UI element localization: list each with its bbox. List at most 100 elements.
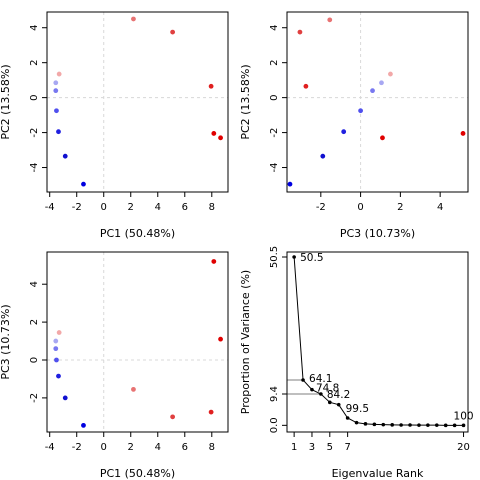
data-point bbox=[131, 386, 136, 392]
x-tick-label: 6 bbox=[182, 202, 188, 213]
data-point bbox=[53, 338, 59, 344]
data-point bbox=[354, 420, 359, 425]
y-axis-title: PC3 (10.73%) bbox=[0, 304, 12, 379]
y-tick-label: 2 bbox=[29, 319, 40, 325]
data-point bbox=[327, 400, 332, 405]
y-tick-label: 2 bbox=[269, 59, 280, 65]
x-tick-label: 2 bbox=[128, 442, 134, 453]
plot-frame bbox=[46, 251, 229, 433]
panel-1: -4 -2 0 2 4 6 8 -4 -2 0 2 4 PC1 (50.48%) PC2 (13.58%) bbox=[0, 11, 229, 240]
x-tick-label: -4 bbox=[45, 442, 55, 453]
x-axis-title: Eigenvalue Rank bbox=[332, 467, 424, 480]
data-point bbox=[56, 129, 61, 135]
y-tick-label: -4 bbox=[269, 163, 280, 173]
x-tick-label: 4 bbox=[437, 202, 443, 213]
data-point bbox=[208, 83, 214, 89]
x-tick-label: 4 bbox=[155, 442, 161, 453]
data-label: 99.5 bbox=[346, 403, 369, 415]
y-tick-label: -2 bbox=[269, 128, 280, 138]
data-point bbox=[381, 422, 386, 427]
data-point bbox=[62, 395, 68, 401]
data-point bbox=[370, 88, 375, 94]
data-point bbox=[297, 29, 303, 35]
data-point bbox=[380, 135, 385, 141]
data-point bbox=[372, 422, 377, 427]
data-point bbox=[54, 357, 59, 363]
y-tick-label: 50.5 bbox=[269, 246, 280, 268]
data-point bbox=[408, 423, 412, 427]
data-point bbox=[170, 29, 176, 35]
y-axis-title: PC2 (13.58%) bbox=[239, 64, 252, 139]
x-tick-label: 7 bbox=[344, 442, 350, 453]
x-tick-label: -4 bbox=[45, 202, 55, 213]
data-label: 84.2 bbox=[327, 389, 350, 401]
data-point bbox=[460, 131, 466, 136]
x-tick-label: 8 bbox=[209, 442, 215, 453]
data-point bbox=[399, 423, 403, 427]
data-point bbox=[53, 80, 59, 86]
data-point bbox=[211, 259, 217, 264]
x-tick-label: -2 bbox=[316, 202, 326, 213]
plot-frame bbox=[286, 11, 469, 193]
y-tick-label: 0 bbox=[29, 94, 40, 100]
x-tick-label: 0 bbox=[101, 202, 107, 213]
data-point bbox=[292, 255, 296, 259]
y-tick-label: 0 bbox=[269, 94, 280, 100]
data-point bbox=[417, 423, 421, 427]
y-tick-label: -2 bbox=[29, 393, 40, 403]
y-axis-title: PC2 (13.58%) bbox=[0, 64, 12, 139]
data-point bbox=[218, 135, 223, 141]
data-point bbox=[452, 423, 457, 428]
x-tick-label: 8 bbox=[209, 202, 215, 213]
data-point bbox=[62, 153, 68, 159]
data-point bbox=[54, 108, 59, 114]
x-axis-title: PC1 (50.48%) bbox=[100, 227, 175, 240]
x-tick-label: 3 bbox=[309, 442, 315, 453]
x-tick-label: 0 bbox=[357, 202, 363, 213]
x-tick-label: 2 bbox=[397, 202, 403, 213]
series-line bbox=[293, 256, 464, 426]
y-axis-title: Proportion of Variance (%) bbox=[239, 270, 252, 414]
x-tick-label: 20 bbox=[457, 442, 470, 453]
data-point bbox=[131, 16, 136, 22]
data-point bbox=[341, 129, 347, 135]
data-point bbox=[336, 402, 341, 407]
y-tick-label: 2 bbox=[29, 59, 40, 65]
x-axis-title: PC3 (10.73%) bbox=[340, 227, 415, 240]
data-point bbox=[327, 17, 333, 23]
plot-frame bbox=[286, 251, 469, 433]
y-tick-label: -4 bbox=[29, 163, 40, 173]
data-point bbox=[310, 387, 314, 392]
data-point bbox=[363, 422, 368, 426]
data-point bbox=[320, 153, 326, 159]
data-point bbox=[287, 181, 293, 187]
y-tick-label: 4 bbox=[269, 25, 280, 31]
data-point bbox=[81, 181, 86, 187]
data-point bbox=[208, 409, 214, 415]
data-label: 64.1 bbox=[309, 373, 332, 385]
data-point bbox=[53, 346, 59, 352]
panel-4: 1 3 5 7 20 0.0 9.4 50.5 Eigenvalue Rank Proportio… bbox=[239, 246, 474, 480]
x-tick-label: 5 bbox=[327, 442, 333, 453]
data-point bbox=[390, 423, 395, 427]
x-tick-label: 0 bbox=[101, 442, 107, 453]
x-tick-label: 6 bbox=[182, 442, 188, 453]
x-tick-label: -2 bbox=[72, 442, 82, 453]
y-tick-label: 9.4 bbox=[269, 386, 280, 402]
data-point bbox=[434, 423, 439, 427]
x-tick-label: 4 bbox=[155, 202, 161, 213]
x-tick-label: 2 bbox=[128, 202, 134, 213]
data-point bbox=[53, 88, 59, 94]
y-tick-label: 0.0 bbox=[269, 417, 280, 433]
data-point bbox=[345, 416, 350, 420]
panel-3: -4 -2 0 2 4 6 8 -2 0 2 4 PC1 (50.48%) PC3 (10.73%) bbox=[0, 251, 229, 480]
data-point bbox=[358, 108, 363, 114]
data-point bbox=[56, 373, 61, 379]
data-point bbox=[56, 71, 62, 77]
data-point bbox=[81, 422, 86, 428]
data-label: 74.8 bbox=[316, 383, 339, 395]
data-point bbox=[426, 423, 430, 427]
x-axis-title: PC1 (50.48%) bbox=[100, 467, 175, 480]
data-label: 50.5 bbox=[300, 252, 323, 264]
